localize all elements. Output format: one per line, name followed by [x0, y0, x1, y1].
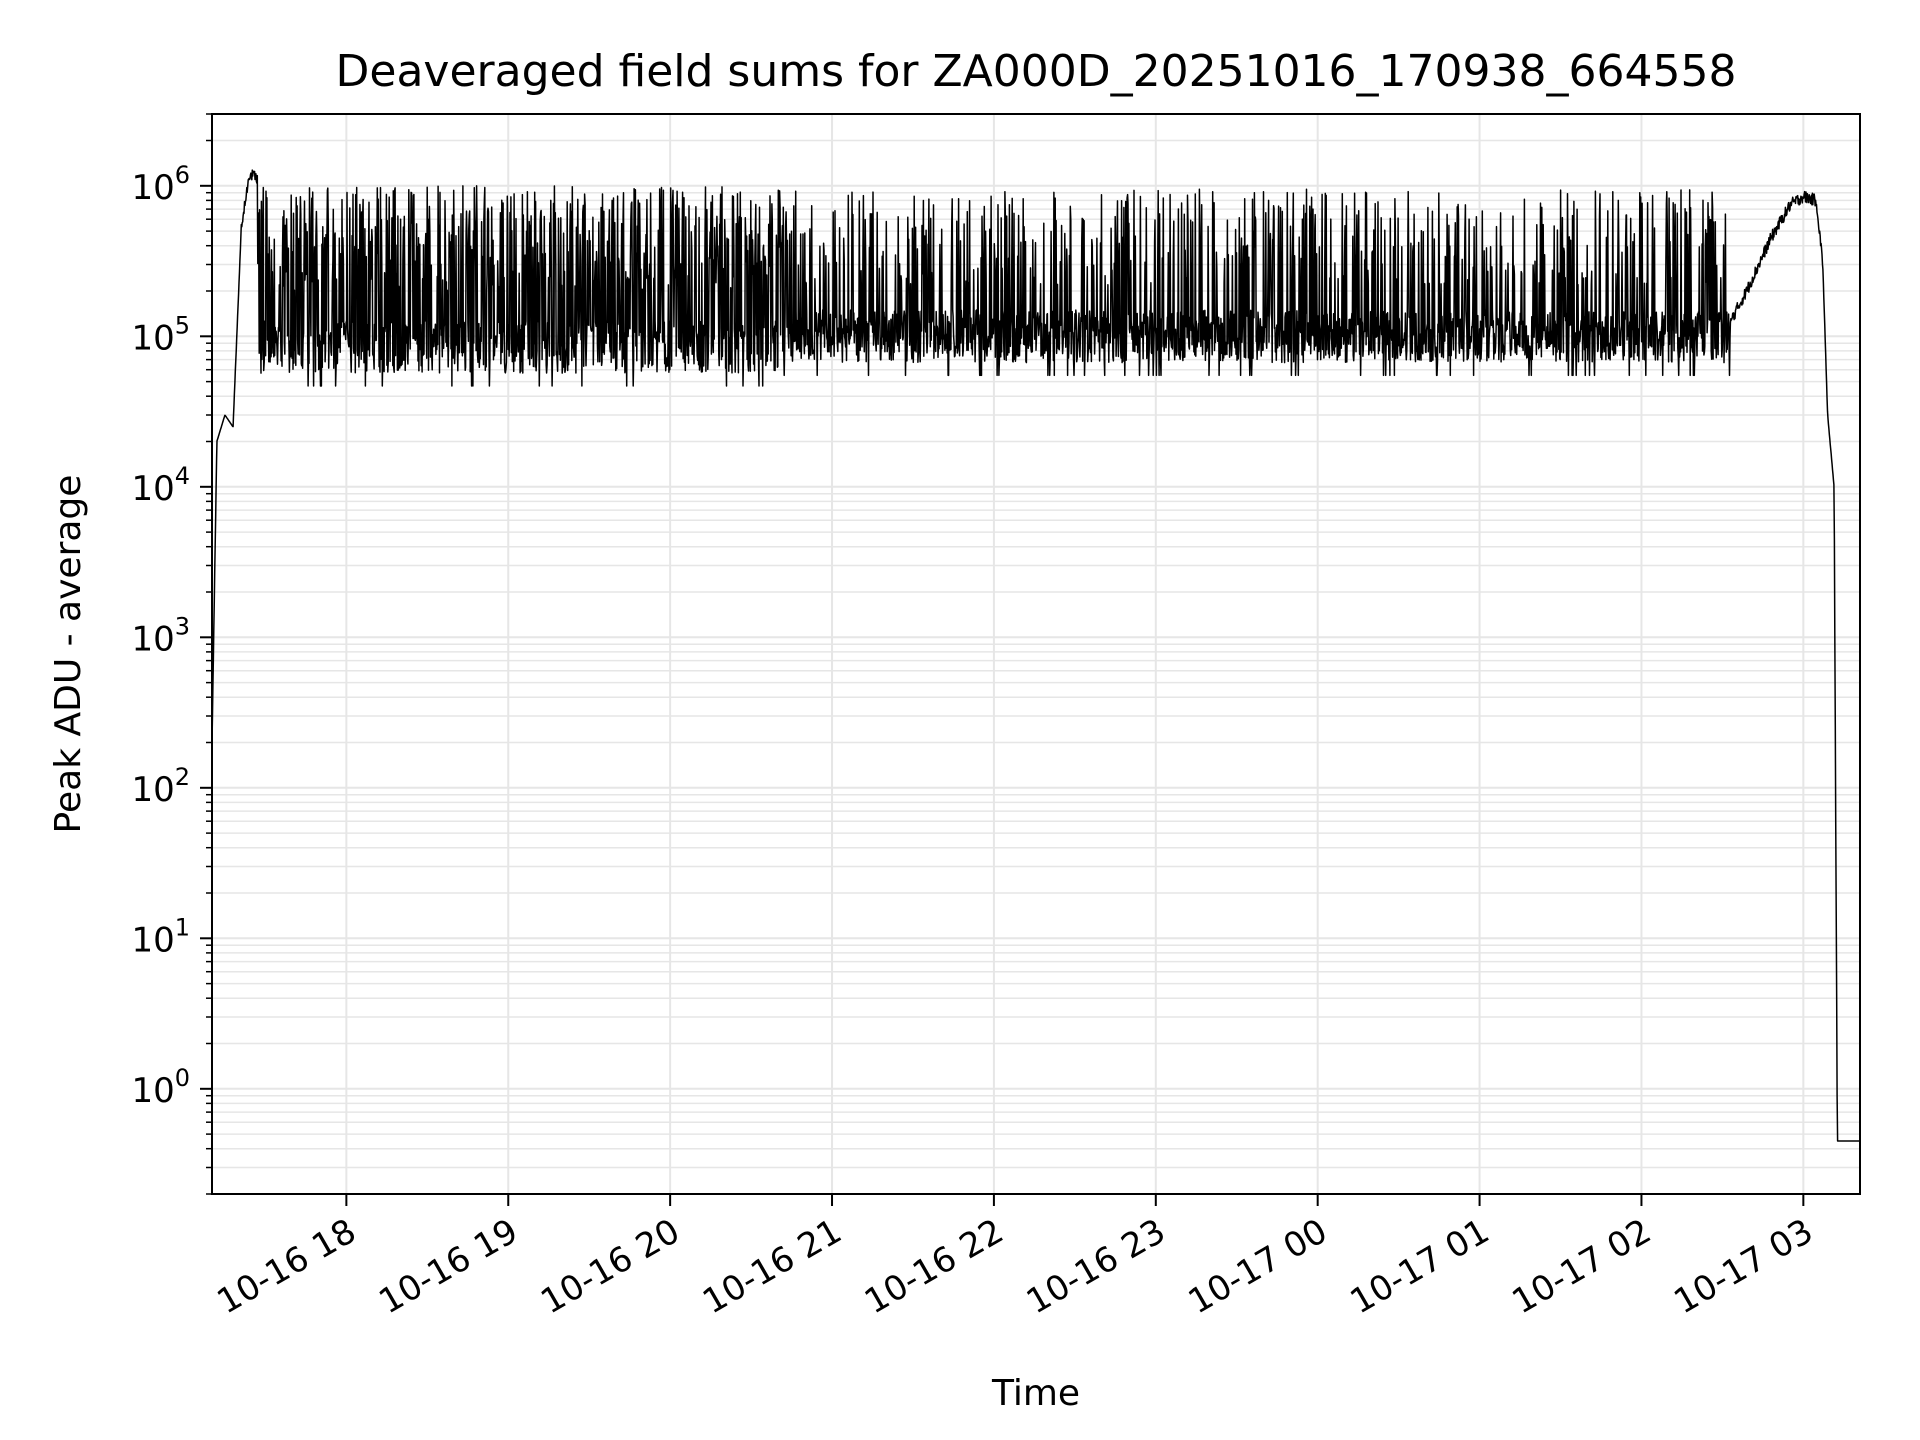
x-axis-label: Time	[991, 1373, 1080, 1414]
ticks	[200, 113, 1805, 1206]
y-tick-labels: 100 101 102 103 104 105 106	[131, 161, 190, 1111]
plot-frame	[211, 113, 1861, 1195]
y-tick-label: 103	[131, 612, 190, 659]
series-line	[211, 169, 1861, 1142]
y-tick-label: 105	[131, 311, 190, 358]
y-tick-label: 100	[131, 1064, 190, 1111]
y-tick-label: 106	[131, 161, 190, 208]
series-layer	[211, 169, 1861, 1142]
y-tick-label: 102	[131, 763, 190, 810]
y-axis-label: Peak ADU - average	[48, 475, 89, 834]
y-tick-label: 104	[131, 462, 190, 509]
chart-title: Deaveraged field sums for ZA000D_2025101…	[336, 46, 1737, 97]
y-tick-label: 101	[131, 913, 190, 960]
